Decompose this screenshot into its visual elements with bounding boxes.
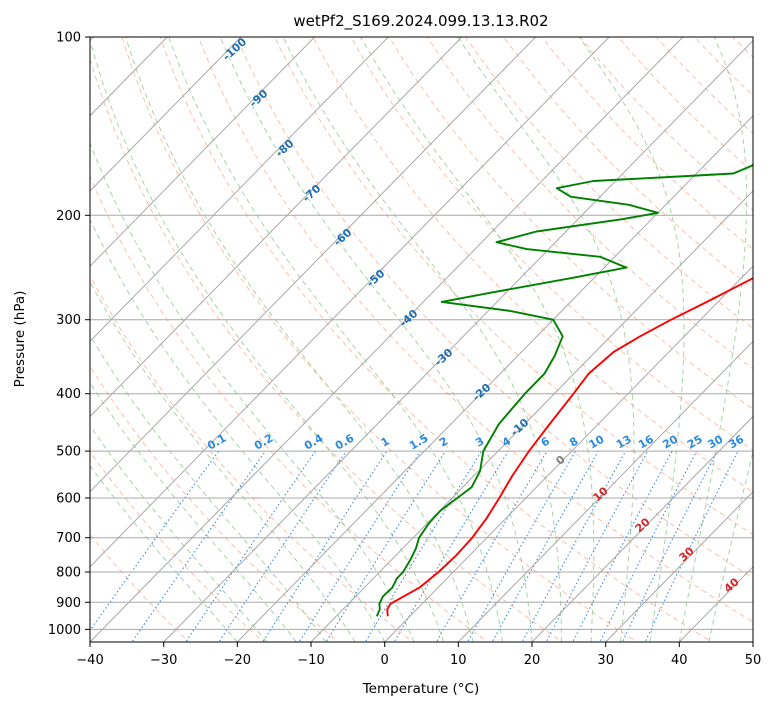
temperature-line — [386, 277, 753, 617]
mixing-ratio-line — [262, 450, 388, 642]
isotherm — [90, 37, 389, 343]
dry-adiabat — [90, 451, 265, 642]
dry-adiabat — [757, 24, 775, 645]
mixing-ratio-line — [325, 450, 446, 642]
x-tick-label: 30 — [597, 653, 614, 668]
moist-adiabat — [168, 37, 503, 642]
isotherm — [457, 340, 753, 642]
axis-ticks: −40 −30 −20 −10 0 10 20 30 40 50 100 200 300 400 500 60… — [48, 31, 761, 669]
y-tick-label: 700 — [56, 531, 81, 546]
plot-frame — [89, 36, 754, 643]
y-tick-label: 1000 — [48, 623, 81, 638]
dry-adiabat — [236, 37, 753, 579]
isotherm — [605, 490, 753, 642]
y-axis-label: Pressure (hPa) — [12, 291, 28, 388]
x-tick-label: −20 — [224, 653, 251, 668]
isotherm — [90, 37, 315, 267]
dry-adiabat — [159, 37, 713, 642]
isotherm — [752, 641, 753, 642]
moist-adiabat — [578, 37, 685, 642]
x-tick-label: −40 — [76, 653, 103, 668]
y-tick-label: 900 — [56, 596, 81, 611]
mixing-ratio-line — [435, 450, 548, 642]
series-layer — [375, 163, 753, 617]
y-tick-label: 100 — [56, 31, 81, 46]
x-tick-label: 40 — [671, 653, 688, 668]
moist-adiabat — [457, 37, 635, 642]
moist-adiabat — [90, 141, 415, 642]
isotherm — [310, 190, 753, 642]
y-tick-label: 800 — [56, 566, 81, 581]
moist-adiabat — [360, 37, 595, 642]
y-tick-label: 400 — [56, 387, 81, 402]
mixing-ratio-line — [599, 450, 698, 642]
isotherm — [384, 265, 753, 642]
moist-adiabat — [90, 381, 297, 642]
isotherm — [90, 37, 536, 493]
x-tick-label: 10 — [450, 653, 467, 668]
moist-adiabat — [90, 218, 386, 642]
mixing-ratio-line — [521, 450, 627, 642]
x-tick-label: −10 — [297, 653, 324, 668]
dry-adiabat — [312, 37, 753, 493]
y-tick-label: 500 — [56, 445, 81, 460]
isotherm — [90, 37, 684, 642]
y-tick-label: 600 — [56, 492, 81, 507]
mixing-ratio-line — [185, 450, 316, 642]
isotherm — [90, 37, 242, 192]
moist-adiabat — [90, 38, 445, 642]
dewpoint-line — [375, 163, 753, 617]
x-tick-label: 0 — [381, 653, 389, 668]
mixing-ratio-line — [298, 450, 422, 642]
x-tick-label: 20 — [524, 653, 541, 668]
isotherm — [90, 37, 463, 418]
grid-layer — [90, 24, 775, 645]
mixing-ratio-line — [131, 450, 266, 642]
moist-adiabat — [90, 334, 327, 642]
isotherm — [531, 415, 753, 642]
x-axis-label: Temperature (°C) — [362, 681, 480, 697]
x-tick-label: 50 — [745, 653, 762, 668]
plot-area — [90, 37, 753, 642]
isotherm — [90, 37, 610, 568]
x-tick-label: −30 — [150, 653, 177, 668]
chart-title: wetPf2_S169.2024.099.13.13.R02 — [293, 12, 548, 31]
y-tick-label: 300 — [56, 313, 81, 328]
dry-adiabat — [274, 37, 753, 536]
moist-adiabat — [282, 37, 562, 642]
isotherm — [163, 39, 753, 642]
y-tick-label: 200 — [56, 209, 81, 224]
mixing-ratio-line — [218, 450, 347, 642]
mixing-ratio-line — [572, 450, 673, 642]
dry-adiabat — [426, 37, 753, 370]
moist-adiabat — [90, 464, 238, 642]
mixing-ratio-line — [545, 450, 649, 642]
moist-adiabat — [678, 37, 748, 642]
moist-adiabat — [90, 424, 268, 642]
mixing-ratio-line — [90, 450, 220, 632]
isotherm — [236, 115, 753, 642]
